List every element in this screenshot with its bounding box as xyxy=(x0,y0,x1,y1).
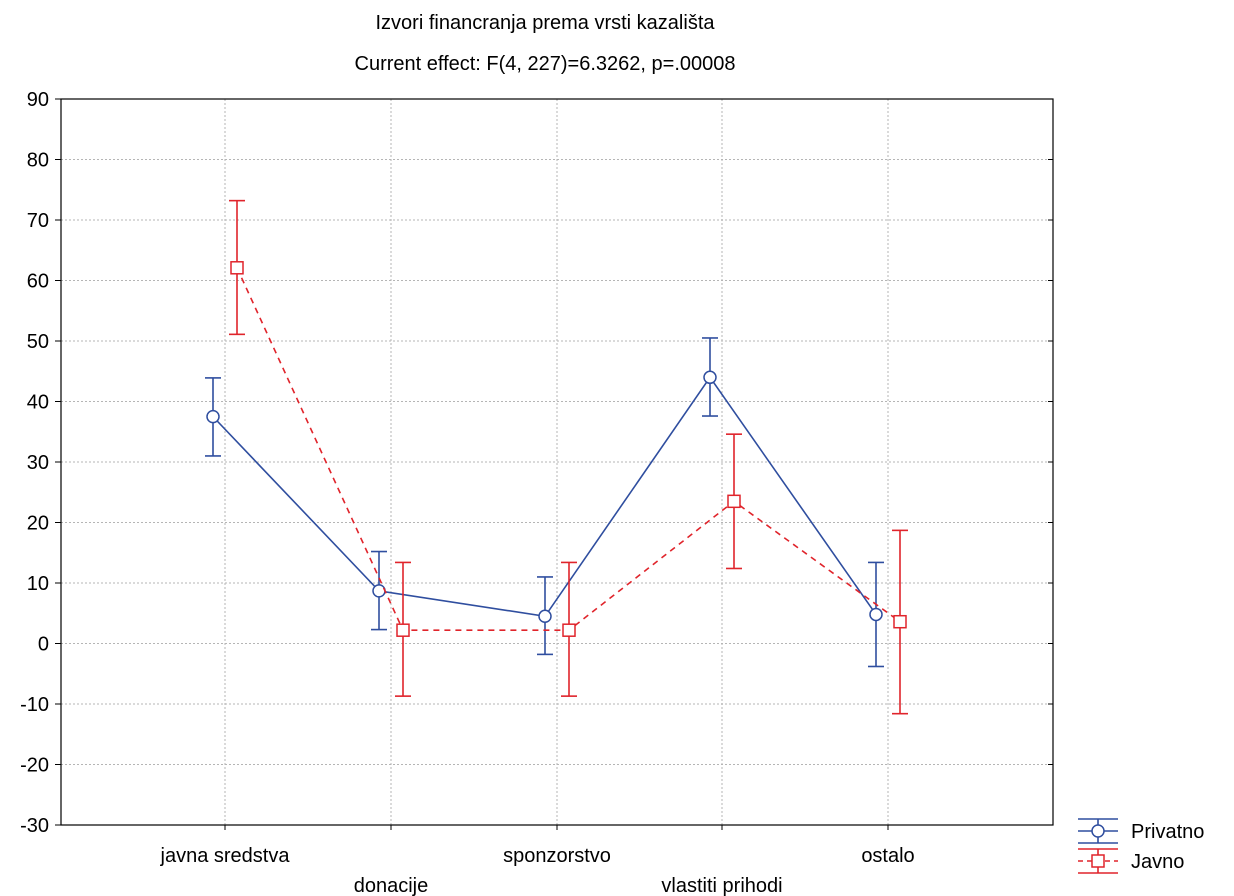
plot-frame xyxy=(60,98,1054,826)
y-tick-label: 60 xyxy=(27,271,49,293)
axes-layer: 90 80 70 60 50 40 30 20 10 0 -10 -20 -30 javna sredst… xyxy=(20,89,1054,896)
legend: Privatno Javno xyxy=(1078,818,1204,874)
y-tick-label: -10 xyxy=(20,694,49,716)
legend-label: Javno xyxy=(1131,851,1184,873)
y-tick-label: 20 xyxy=(27,513,49,535)
chart-subtitle: Current effect: F(4, 227)=6.3262, p=.000… xyxy=(355,53,736,75)
chart-title: Izvori financranja prema vrsti kazališta xyxy=(375,12,715,34)
legend-item-javno: Javno xyxy=(1078,848,1184,874)
legend-item-privatno: Privatno xyxy=(1078,818,1204,844)
y-tick-label: 30 xyxy=(27,452,49,474)
data-point xyxy=(372,584,386,598)
data-point xyxy=(703,370,717,385)
data-point xyxy=(727,494,741,509)
legend-marker xyxy=(1091,854,1105,868)
legend-label: Privatno xyxy=(1131,821,1204,843)
y-tick-label: 50 xyxy=(27,331,49,353)
x-tick-label: donacije xyxy=(354,875,429,896)
x-tick-label: javna sredstva xyxy=(160,845,291,867)
data-point xyxy=(869,607,883,622)
data-point xyxy=(396,623,410,637)
grid-layer xyxy=(61,99,1053,825)
data-point xyxy=(538,609,552,624)
data-point xyxy=(562,623,576,637)
y-tick-label: -30 xyxy=(20,815,49,837)
data-point xyxy=(893,614,907,629)
x-tick-label: vlastiti prihodi xyxy=(661,875,782,896)
data-point xyxy=(230,261,244,275)
legend-marker xyxy=(1091,824,1105,838)
y-tick-label: 10 xyxy=(27,573,49,595)
series-layer xyxy=(205,199,908,715)
y-tick-label: 40 xyxy=(27,392,49,414)
y-tick-label: 0 xyxy=(38,634,49,656)
series-privatno xyxy=(205,337,884,668)
y-tick-label: 80 xyxy=(27,150,49,172)
series-javno xyxy=(229,199,908,715)
y-tick-label: 90 xyxy=(27,89,49,111)
y-tick-label: 70 xyxy=(27,210,49,232)
data-point xyxy=(206,409,220,424)
x-tick-label: sponzorstvo xyxy=(503,845,611,867)
x-tick-label: ostalo xyxy=(861,845,914,867)
y-tick-label: -20 xyxy=(20,755,49,777)
